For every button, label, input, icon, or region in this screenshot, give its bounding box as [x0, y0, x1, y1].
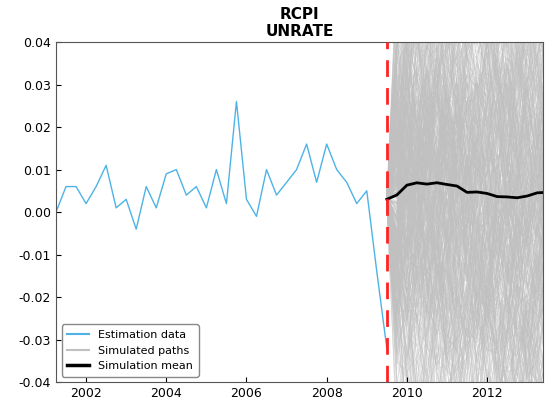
Title: RCPI
UNRATE: RCPI UNRATE: [265, 7, 334, 39]
Legend: Estimation data, Simulated paths, Simulation mean: Estimation data, Simulated paths, Simula…: [62, 324, 199, 377]
